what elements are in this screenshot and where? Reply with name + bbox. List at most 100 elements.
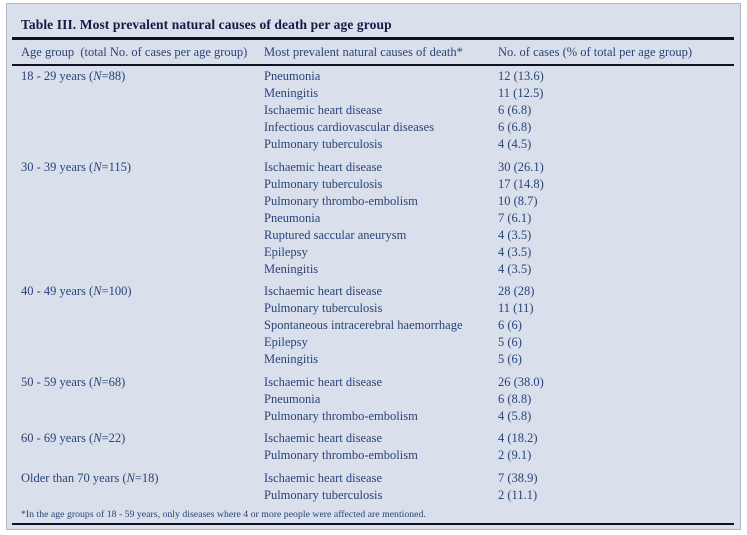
age-group-section: 30 - 39 years (N=115) Ischaemic heart dis… xyxy=(21,159,732,278)
age-range-text: 30 - 39 years ( xyxy=(21,159,94,174)
cause-cell: Epilepsy xyxy=(264,335,308,349)
age-group-cell xyxy=(21,176,264,193)
age-group-cell xyxy=(21,119,264,136)
age-n-value: =22) xyxy=(101,431,126,445)
table-row: 50 - 59 years (N=68) Ischaemic heart dise… xyxy=(21,374,732,391)
age-range-text: 40 - 49 years ( xyxy=(21,284,94,298)
cases-cell: 4 (3.5) xyxy=(498,244,532,259)
cases-cell: 7 (38.9) xyxy=(498,470,538,485)
table-row: Infectious cardiovascular diseases 6 (6.8… xyxy=(21,119,732,136)
cause-cell: Pneumonia xyxy=(264,69,321,83)
cause-cell: Ischaemic heart disease xyxy=(264,470,382,485)
age-group-cell xyxy=(21,334,264,351)
table-header-row: Age group (total No. of cases per age gr… xyxy=(21,40,732,64)
table-row: Pneumonia 6 (8.8) xyxy=(21,391,732,408)
table-row: 60 - 69 years (N=22) Ischaemic heart dise… xyxy=(21,430,732,447)
column-header-cases: No. of cases (% of total per age group) xyxy=(498,44,693,59)
table-row: 40 - 49 years (N=100) Ischaemic heart dis… xyxy=(21,283,732,300)
cause-cell: Ischaemic heart disease xyxy=(264,159,382,174)
age-n-value: =115) xyxy=(101,159,132,174)
table-footnote: *In the age groups of 18 - 59 years, onl… xyxy=(21,509,426,520)
bottom-rule xyxy=(12,523,734,525)
cause-cell: Meningitis xyxy=(264,352,319,366)
n-symbol: N xyxy=(93,284,102,298)
table-row: Meningitis 4 (3.5) xyxy=(21,261,732,278)
cause-cell: Ischaemic heart disease xyxy=(264,284,382,298)
cases-cell: 12 (13.6) xyxy=(498,69,544,83)
age-group-cell xyxy=(21,193,264,210)
cause-cell: Ischaemic heart disease xyxy=(264,374,382,389)
cause-cell: Pulmonary thrombo-embolism xyxy=(264,448,418,462)
cases-cell: 4 (5.8) xyxy=(498,408,532,423)
age-group-cell xyxy=(21,391,264,408)
age-n-value: =100) xyxy=(101,284,132,298)
age-range-text: 18 - 29 years ( xyxy=(21,69,94,83)
age-group-cell: 30 - 39 years (N=115) xyxy=(21,159,264,176)
cases-cell: 6 (6.8) xyxy=(498,103,532,117)
age-group-cell xyxy=(21,408,264,425)
table-row: 18 - 29 years (N=88) Pneumonia 12 (13.6) xyxy=(21,68,732,85)
cause-cell: Meningitis xyxy=(264,86,319,100)
table-row: Ischaemic heart disease 6 (6.8) xyxy=(21,102,732,119)
cause-cell: Pneumonia xyxy=(264,391,321,406)
cases-cell: 28 (28) xyxy=(498,284,535,298)
cause-cell: Infectious cardiovascular diseases xyxy=(264,120,435,134)
age-group-section: 18 - 29 years (N=88) Pneumonia 12 (13.6) Me… xyxy=(21,68,732,153)
table-row: 30 - 39 years (N=115) Ischaemic heart dis… xyxy=(21,159,732,176)
cause-cell: Pulmonary tuberculosis xyxy=(264,487,383,502)
age-group-section: 40 - 49 years (N=100) Ischaemic heart dis… xyxy=(21,283,732,368)
column-header-age-group: Age group (total No. of cases per age gr… xyxy=(21,44,248,59)
age-group-cell xyxy=(21,351,264,368)
age-group-cell: Older than 70 years (N=18) xyxy=(21,470,264,487)
age-group-cell xyxy=(21,102,264,119)
cases-cell: 2 (11.1) xyxy=(498,487,538,502)
table-row: Epilepsy 5 (6) xyxy=(21,334,732,351)
n-symbol: N xyxy=(93,69,102,83)
title-rule xyxy=(12,37,734,40)
cause-cell: Ischaemic heart disease xyxy=(264,103,382,117)
table-row: Ruptured saccular aneurysm 4 (3.5) xyxy=(21,227,732,244)
cases-cell: 4 (4.5) xyxy=(498,137,532,151)
cases-cell: 5 (6) xyxy=(498,352,522,366)
header-rule xyxy=(12,64,734,66)
table-row: Meningitis 5 (6) xyxy=(21,351,732,368)
age-group-cell: 40 - 49 years (N=100) xyxy=(21,283,264,300)
age-group-cell xyxy=(21,447,264,464)
age-group-cell xyxy=(21,300,264,317)
n-symbol: N xyxy=(93,431,102,445)
cause-cell: Ruptured saccular aneurysm xyxy=(264,227,407,242)
age-group-section: 50 - 59 years (N=68) Ischaemic heart dise… xyxy=(21,374,732,425)
cases-cell: 10 (8.7) xyxy=(498,193,538,208)
table-title: Table III. Most prevalent natural causes… xyxy=(21,17,392,32)
age-range-text: 60 - 69 years ( xyxy=(21,431,94,445)
cases-cell: 4 (18.2) xyxy=(498,431,538,445)
table-row: Spontaneous intracerebral haemorrhage 6 (… xyxy=(21,317,732,334)
table-row: Pulmonary thrombo-embolism 4 (5.8) xyxy=(21,408,732,425)
cases-cell: 6 (8.8) xyxy=(498,391,532,406)
cases-cell: 4 (3.5) xyxy=(498,227,532,242)
table-panel: Table III. Most prevalent natural causes… xyxy=(6,3,741,530)
cause-cell: Pneumonia xyxy=(264,210,321,225)
cases-cell: 7 (6.1) xyxy=(498,210,532,225)
age-n-value: =18) xyxy=(134,470,159,485)
n-symbol: N xyxy=(93,159,102,174)
age-group-cell xyxy=(21,136,264,153)
age-n-value: =88) xyxy=(101,69,126,83)
n-symbol: N xyxy=(126,470,135,485)
age-group-cell: 60 - 69 years (N=22) xyxy=(21,430,264,447)
age-range-text: 50 - 59 years ( xyxy=(21,374,94,389)
table-body: 18 - 29 years (N=88) Pneumonia 12 (13.6) Me… xyxy=(21,66,732,504)
cases-cell: 4 (3.5) xyxy=(498,261,532,276)
cause-cell: Spontaneous intracerebral haemorrhage xyxy=(264,318,463,332)
age-range-text: Older than 70 years ( xyxy=(21,470,127,485)
column-header-causes: Most prevalent natural causes of death* xyxy=(264,44,463,59)
cause-cell: Meningitis xyxy=(264,261,319,276)
cause-cell: Pulmonary tuberculosis xyxy=(264,301,383,315)
cause-cell: Epilepsy xyxy=(264,244,308,259)
table-row: Pulmonary tuberculosis 11 (11) xyxy=(21,300,732,317)
cases-cell: 17 (14.8) xyxy=(498,176,544,191)
age-group-cell: 50 - 59 years (N=68) xyxy=(21,374,264,391)
cause-cell: Pulmonary tuberculosis xyxy=(264,137,383,151)
table-row: Pulmonary thrombo-embolism 10 (8.7) xyxy=(21,193,732,210)
age-group-cell xyxy=(21,487,264,504)
